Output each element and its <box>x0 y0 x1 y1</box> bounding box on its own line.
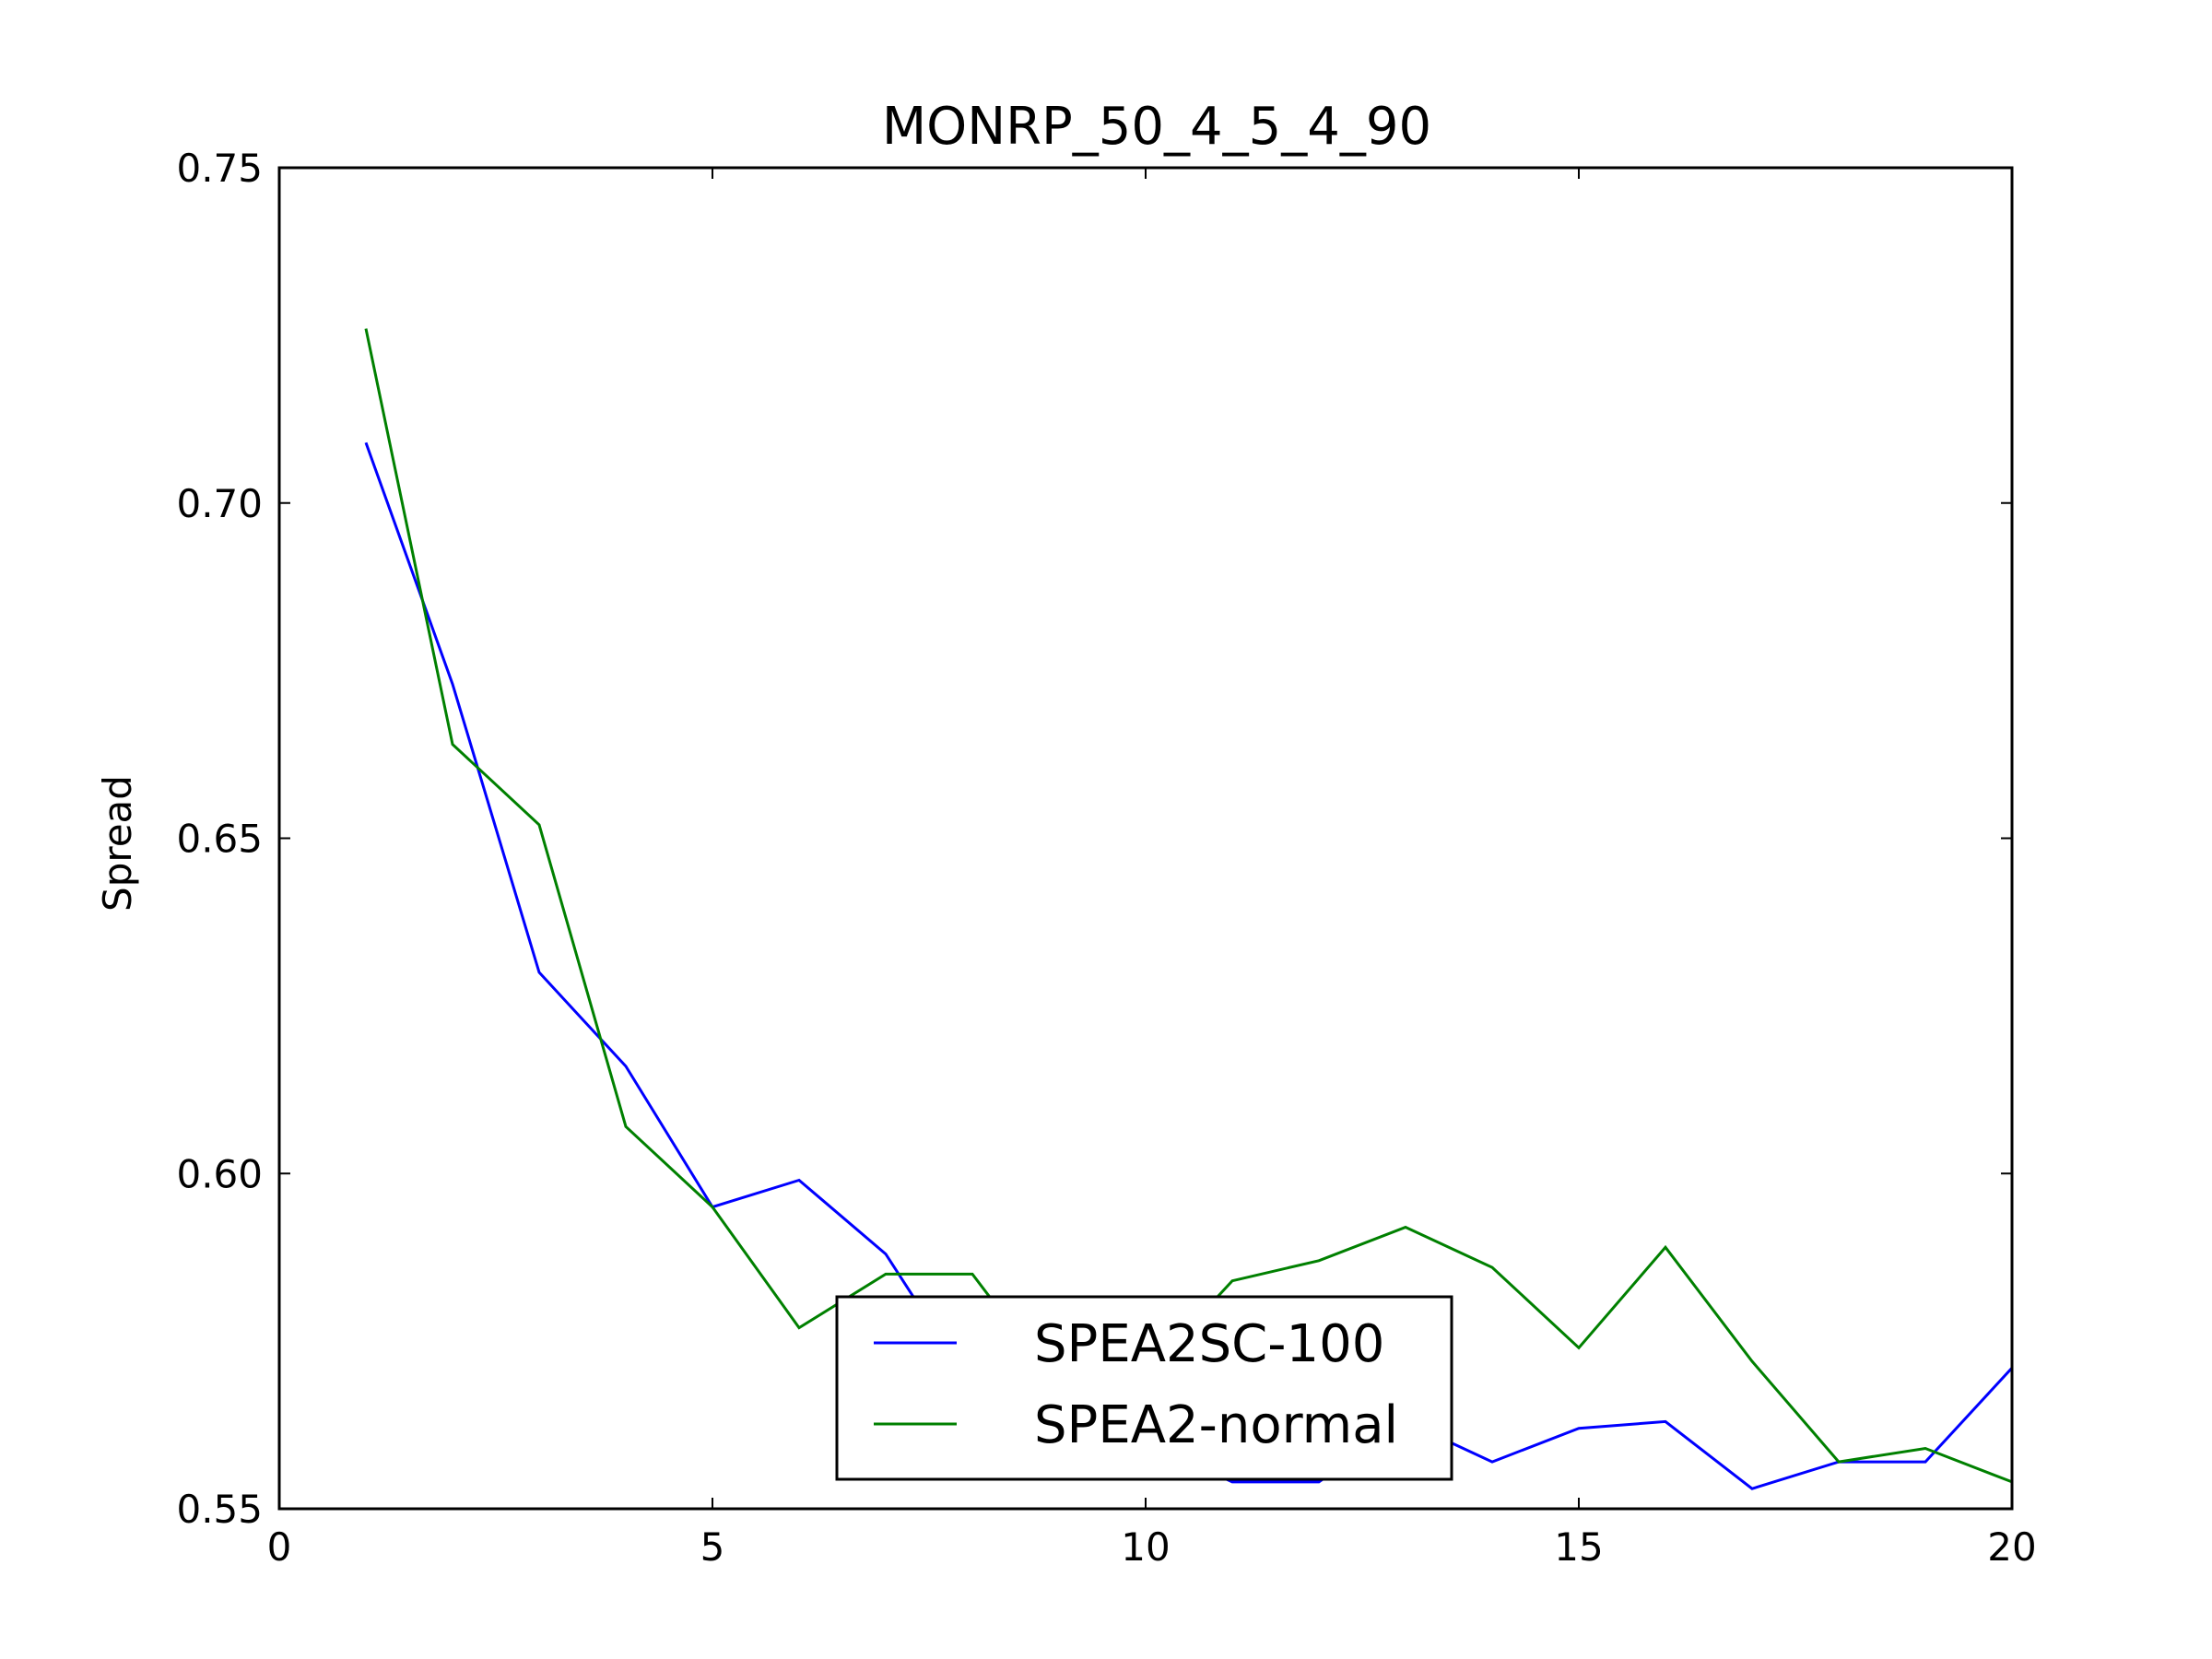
y-tick-label: 0.60 <box>176 1151 263 1196</box>
y-tick-label: 0.70 <box>176 481 263 526</box>
y-axis-label: Spread <box>95 775 140 912</box>
legend: SPEA2SC-100 SPEA2-normal <box>835 1295 1453 1481</box>
y-tick-label: 0.75 <box>176 146 263 191</box>
x-tick-label: 0 <box>267 1524 292 1570</box>
y-tick-label: 0.65 <box>176 817 263 862</box>
legend-label-2: SPEA2-normal <box>1034 1395 1398 1455</box>
legend-label-1: SPEA2SC-100 <box>1034 1314 1384 1374</box>
x-tick-label: 20 <box>1987 1524 2036 1570</box>
chart-title: MONRP_50_4_5_4_90 <box>882 97 1431 157</box>
axis-ticks: 0 5 10 15 20 0.55 0.60 0.65 0.70 0.75 <box>176 146 2036 1570</box>
legend-box <box>835 1295 1453 1481</box>
x-tick-label: 15 <box>1554 1524 1603 1570</box>
y-tick-label: 0.55 <box>176 1487 263 1532</box>
x-tick-label: 10 <box>1121 1524 1170 1570</box>
x-tick-label: 5 <box>700 1524 725 1570</box>
plot-frame <box>277 166 2014 1511</box>
